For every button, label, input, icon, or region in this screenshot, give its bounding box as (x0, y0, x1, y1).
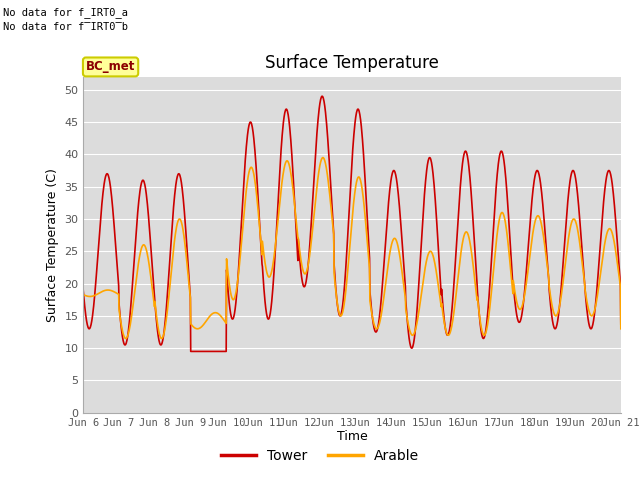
Arable (122, 336, 129, 341)
Tower (79, 287, 87, 293)
Arable (304, 265, 312, 271)
Tower (291, 198, 298, 204)
Arable (435, 288, 443, 293)
Title: Surface Temperature: Surface Temperature (265, 54, 439, 72)
Arable (198, 323, 206, 329)
Tower (318, 93, 326, 99)
Y-axis label: Surface Temperature (C): Surface Temperature (C) (45, 168, 59, 322)
Tower (304, 268, 312, 274)
Legend: Tower, Arable: Tower, Arable (216, 443, 424, 468)
Tower (198, 348, 206, 354)
Text: No data for f̅IRT0̅b: No data for f̅IRT0̅b (3, 22, 128, 32)
Line: Arable: Arable (83, 157, 621, 338)
Arable (524, 272, 531, 277)
Tower (524, 253, 531, 259)
Arable (617, 326, 625, 332)
Line: Tower: Tower (83, 96, 621, 351)
Arable (79, 292, 87, 298)
Tower (435, 256, 443, 262)
Tower (570, 168, 578, 174)
Arable (291, 201, 298, 207)
Arable (570, 216, 578, 222)
X-axis label: Time: Time (337, 431, 367, 444)
Arable (319, 155, 327, 160)
Text: BC_met: BC_met (86, 60, 135, 73)
Tower (187, 348, 195, 354)
Text: No data for f_IRT0_a: No data for f_IRT0_a (3, 7, 128, 18)
Tower (617, 321, 625, 327)
